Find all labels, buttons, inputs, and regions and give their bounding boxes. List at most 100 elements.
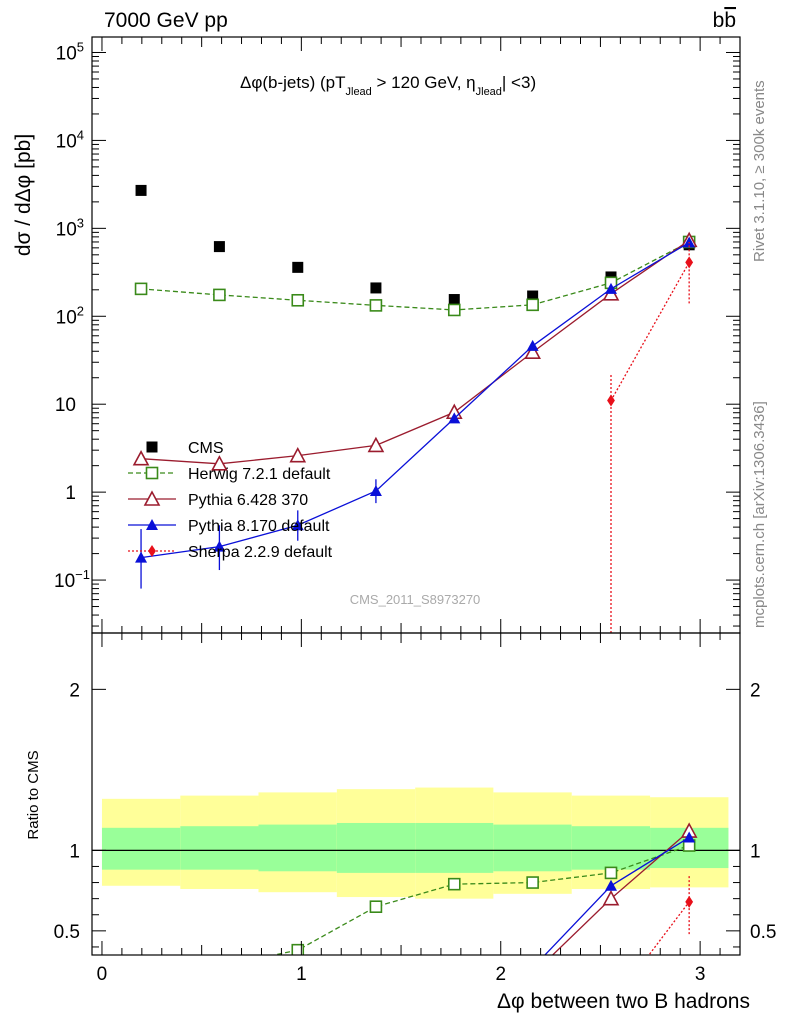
pythia-6-428-370-ratio-point xyxy=(212,1004,226,1017)
pythia-8-170-default-ratio-point xyxy=(448,998,460,1009)
pythia-8-170-default-point xyxy=(448,412,461,424)
pythia-8-170-default-point xyxy=(526,339,539,351)
ratio-ytick-labels: 0.5 0.5 1 1 2 2 xyxy=(54,680,777,943)
herwig-7-2-1-default-line xyxy=(140,241,690,311)
herwig-7-2-1-default-ratio-point xyxy=(291,943,305,955)
pythia-8-170-default-ratio-point xyxy=(292,1005,304,1016)
ratio-ticks-layer xyxy=(92,633,741,955)
green-band xyxy=(101,827,181,870)
ratio-ytick-label-right: 1 xyxy=(750,841,761,862)
herwig-7-2-1-default-point xyxy=(291,293,305,307)
pythia-8-170-default-ratio-point xyxy=(213,1005,225,1016)
herwig-7-2-1-default-ratio-point xyxy=(604,866,618,880)
xtick-label: 0 xyxy=(97,964,108,985)
legend-label-herwig-7-2-1-default: Herwig 7.2.1 default xyxy=(188,466,331,483)
rivet-label: Rivet 3.1.10, ≥ 300k events xyxy=(751,80,768,262)
main-series-layer xyxy=(132,184,698,633)
herwig-7-2-1-default-ratio-point xyxy=(447,877,461,891)
green-band xyxy=(336,822,416,873)
energy-label: 7000 GeV pp xyxy=(104,9,228,32)
ytick-label: 102 xyxy=(56,303,84,328)
title-sub-1: Jlead xyxy=(346,86,372,98)
legend-marker-pythia-8-170-default xyxy=(146,519,158,530)
ytick-label: 104 xyxy=(56,127,84,152)
cms-point xyxy=(292,261,304,273)
ytick-label: 103 xyxy=(56,215,84,240)
pythia-6-428-370-line xyxy=(141,239,690,465)
ratio-ytick-label: 0.5 xyxy=(54,922,80,943)
sherpa-2-2-9-default-line xyxy=(610,262,690,401)
herwig-7-2-1-default-ratio-point xyxy=(214,961,225,972)
cms-point xyxy=(370,282,382,294)
legend-marker-pythia-6-428-370 xyxy=(143,490,161,506)
ratio-uncertainty-bands xyxy=(92,787,740,899)
green-band xyxy=(180,826,259,870)
herwig-7-2-1-default-point xyxy=(526,298,539,312)
herwig-7-2-1-default-ratio-point xyxy=(369,900,383,914)
pythia-6-428-370-ratio-line xyxy=(551,830,690,955)
legend-marker-herwig-7-2-1-default xyxy=(145,466,159,480)
cms-point xyxy=(527,290,539,302)
pythia-8-170-default-ratio-point xyxy=(135,1005,147,1016)
pythia-6-428-370-ratio-point xyxy=(134,1004,148,1017)
legend-marker-cms xyxy=(146,441,158,453)
ratio-ytick-label: 1 xyxy=(69,841,80,862)
ratio-ytick-label-right: 2 xyxy=(750,680,761,701)
ytick-label: 105 xyxy=(56,39,84,64)
herwig-7-2-1-default-ratio-point xyxy=(136,994,147,1005)
main-plot: 10−1 1 10 102 103 104 105 dσ / dΔφ [pb] Δφ(b-j… xyxy=(12,36,741,634)
legend-label-pythia-8-170-default: Pythia 8.170 default xyxy=(188,518,330,535)
pythia-6-428-370-ratio-point xyxy=(602,889,620,906)
sherpa-2-2-9-default-ratio-line xyxy=(648,901,690,955)
main-title: Δφ(b-jets) (pTJlead > 120 GeV, ηJlead| <… xyxy=(240,73,536,98)
mcplots-label: mcplots.cern.ch [arXiv:1306.3436] xyxy=(751,401,768,628)
cms-point xyxy=(448,294,460,306)
pythia-6-428-370-point xyxy=(367,436,385,453)
pythia-6-428-370-point xyxy=(524,343,541,360)
xtick-label: 1 xyxy=(296,964,307,985)
watermark: CMS_2011_S8973270 xyxy=(350,592,481,607)
herwig-7-2-1-default-point xyxy=(213,288,226,302)
cms-point xyxy=(135,184,147,196)
main-ytick-labels: 10−1 1 10 102 103 104 105 xyxy=(54,39,90,592)
green-band xyxy=(258,824,337,872)
xaxis-label: Δφ between two B hadrons xyxy=(497,990,750,1013)
xtick-label: 2 xyxy=(495,964,506,985)
pythia-8-170-default-ratio-line xyxy=(544,836,690,955)
ratio-ytick-label: 2 xyxy=(69,680,80,701)
xtick-labels: 0 1 2 3 xyxy=(97,964,706,985)
pythia-6-428-370-point xyxy=(132,450,150,466)
main-ylabel: dσ / dΔφ [pb] xyxy=(12,134,35,256)
legend: CMS Herwig 7.2.1 default Pythia 6.428 370 P… xyxy=(128,440,333,561)
green-band xyxy=(571,826,651,870)
ratio-series-layer xyxy=(134,822,698,1017)
cms-point xyxy=(213,241,225,253)
herwig-7-2-1-default-ratio-line xyxy=(271,844,690,955)
ratio-ytick-label-right: 0.5 xyxy=(750,922,776,943)
process-label: bb xyxy=(713,9,736,32)
pythia-6-428-370-ratio-point xyxy=(447,996,461,1009)
process-bar-label: b xyxy=(724,9,736,32)
pythia-8-170-default-ratio-point xyxy=(527,962,539,973)
ytick-label: 10−1 xyxy=(54,567,90,592)
herwig-7-2-1-default-point xyxy=(134,282,148,296)
pythia-8-170-default-ratio-point xyxy=(604,879,617,891)
legend-label-pythia-6-428-370: Pythia 6.428 370 xyxy=(188,492,308,509)
herwig-7-2-1-default-point xyxy=(447,303,461,317)
green-band xyxy=(493,824,572,872)
title-sub-2: Jlead xyxy=(476,86,502,98)
xtick-label: 3 xyxy=(695,964,706,985)
pythia-6-428-370-ratio-point xyxy=(526,967,540,980)
ytick-label: 10 xyxy=(55,395,76,416)
pythia-6-428-370-point xyxy=(211,455,228,471)
pythia-6-428-370-ratio-point xyxy=(369,1002,383,1015)
herwig-7-2-1-default-point xyxy=(369,299,383,312)
herwig-7-2-1-default-ratio-point xyxy=(526,876,539,889)
ratio-plot: 0.5 0.5 1 1 2 2 Ratio to CMS xyxy=(25,632,777,1017)
pythia-8-170-default-line xyxy=(140,241,690,559)
pythia-8-170-default-ratio-point xyxy=(683,831,696,843)
ratio-ylabel: Ratio to CMS xyxy=(25,750,42,839)
main-ticks-layer xyxy=(92,37,741,633)
ytick-label: 1 xyxy=(65,483,76,504)
